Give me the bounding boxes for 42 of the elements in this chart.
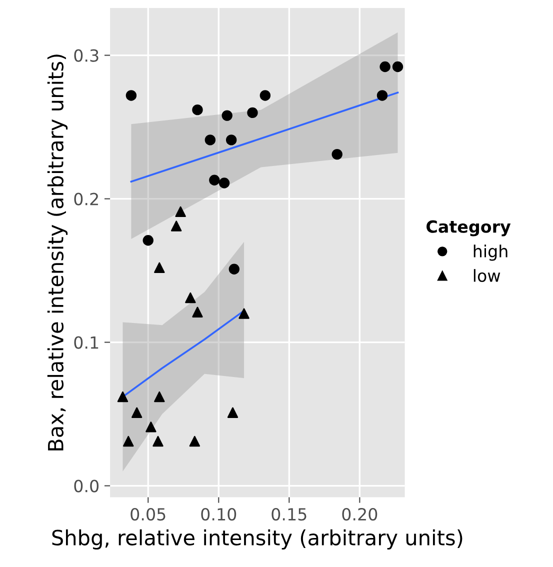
point — [123, 436, 134, 447]
point — [238, 308, 250, 319]
point — [226, 134, 237, 146]
point — [142, 235, 154, 246]
point — [126, 90, 137, 101]
legend-title: Category — [426, 220, 511, 236]
point — [185, 292, 196, 304]
y-tick-label: 0.0 — [74, 480, 99, 492]
y-tick-label: 0.3 — [74, 49, 98, 62]
x-tick-label: 0.10 — [201, 508, 236, 521]
x-tick-label: 0.05 — [130, 508, 166, 521]
point — [175, 206, 186, 218]
point — [247, 107, 258, 118]
point — [146, 422, 156, 432]
point — [332, 148, 342, 160]
x-tick-label: 0.20 — [342, 508, 378, 521]
point — [228, 264, 240, 274]
point — [380, 61, 390, 72]
point — [154, 391, 165, 402]
point — [227, 407, 238, 418]
point — [192, 104, 203, 116]
legend-label: low — [474, 269, 500, 282]
point — [189, 436, 200, 447]
point — [152, 436, 164, 447]
point — [170, 220, 182, 232]
point — [192, 306, 203, 318]
point — [204, 134, 216, 146]
y-axis-title: Bax, relative intensity (arbitrary units) — [47, 54, 68, 450]
point — [209, 174, 220, 186]
point — [222, 110, 232, 121]
point — [117, 391, 128, 402]
x-axis-title: Shbg, relative intensity (arbitrary units) — [52, 529, 462, 550]
point — [392, 61, 404, 72]
point — [154, 262, 165, 274]
point — [376, 90, 388, 101]
legend-label: high — [474, 244, 508, 261]
point — [131, 407, 142, 418]
y-tick-label: 0.2 — [74, 192, 98, 206]
point — [218, 178, 230, 188]
point — [260, 90, 271, 101]
x-tick-label: 0.15 — [272, 508, 306, 521]
y-tick-label: 0.1 — [74, 336, 98, 349]
